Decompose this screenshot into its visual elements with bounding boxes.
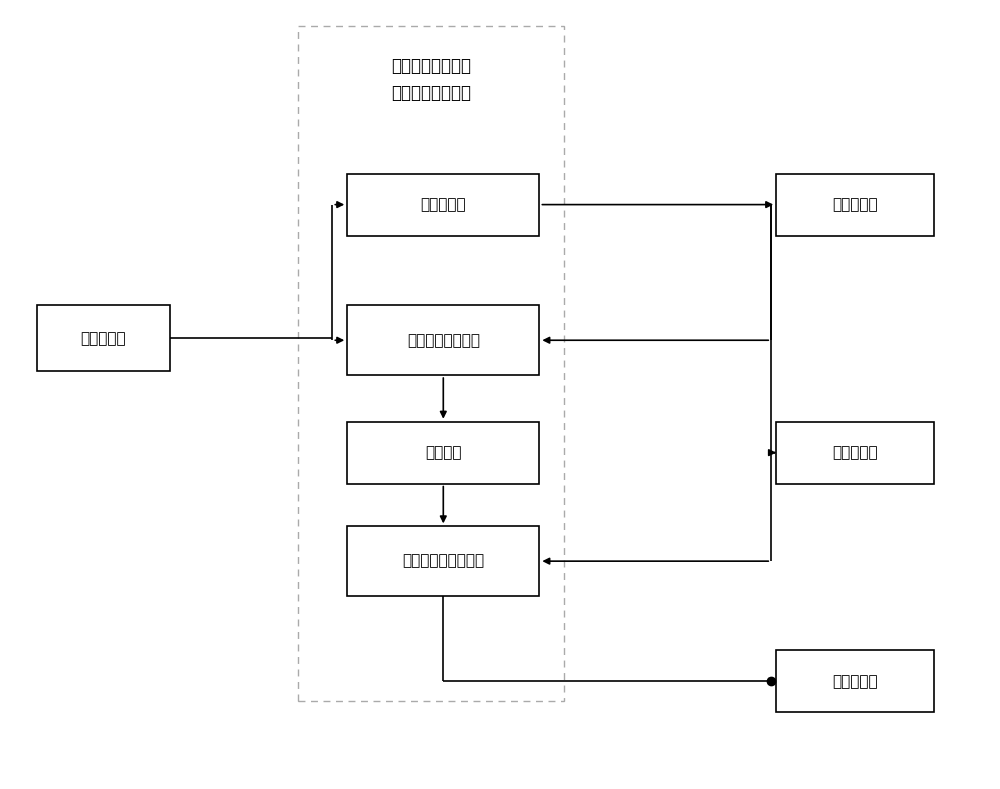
Bar bbox=[37, 305, 170, 372]
Bar bbox=[347, 526, 539, 596]
Text: 不间断电源系统模块: 不间断电源系统模块 bbox=[402, 554, 484, 569]
Bar bbox=[347, 174, 539, 236]
Text: 直流发电侧: 直流发电侧 bbox=[80, 331, 126, 346]
Bar bbox=[776, 421, 934, 484]
Text: 带不间断电源功能
离并网储能逆变器: 带不间断电源功能 离并网储能逆变器 bbox=[391, 58, 471, 102]
Bar bbox=[347, 305, 539, 375]
Text: 储能模块: 储能模块 bbox=[425, 445, 462, 460]
Bar bbox=[347, 421, 539, 484]
Text: 交流用电侧: 交流用电侧 bbox=[832, 445, 878, 460]
Bar bbox=[776, 174, 934, 236]
Bar bbox=[298, 26, 564, 701]
Text: 市电交流侧: 市电交流侧 bbox=[832, 197, 878, 212]
Bar bbox=[776, 650, 934, 712]
Text: 交直流充电机模块: 交直流充电机模块 bbox=[407, 333, 480, 348]
Text: 直流用电侧: 直流用电侧 bbox=[832, 674, 878, 689]
Text: 并网逆变器: 并网逆变器 bbox=[420, 197, 466, 212]
